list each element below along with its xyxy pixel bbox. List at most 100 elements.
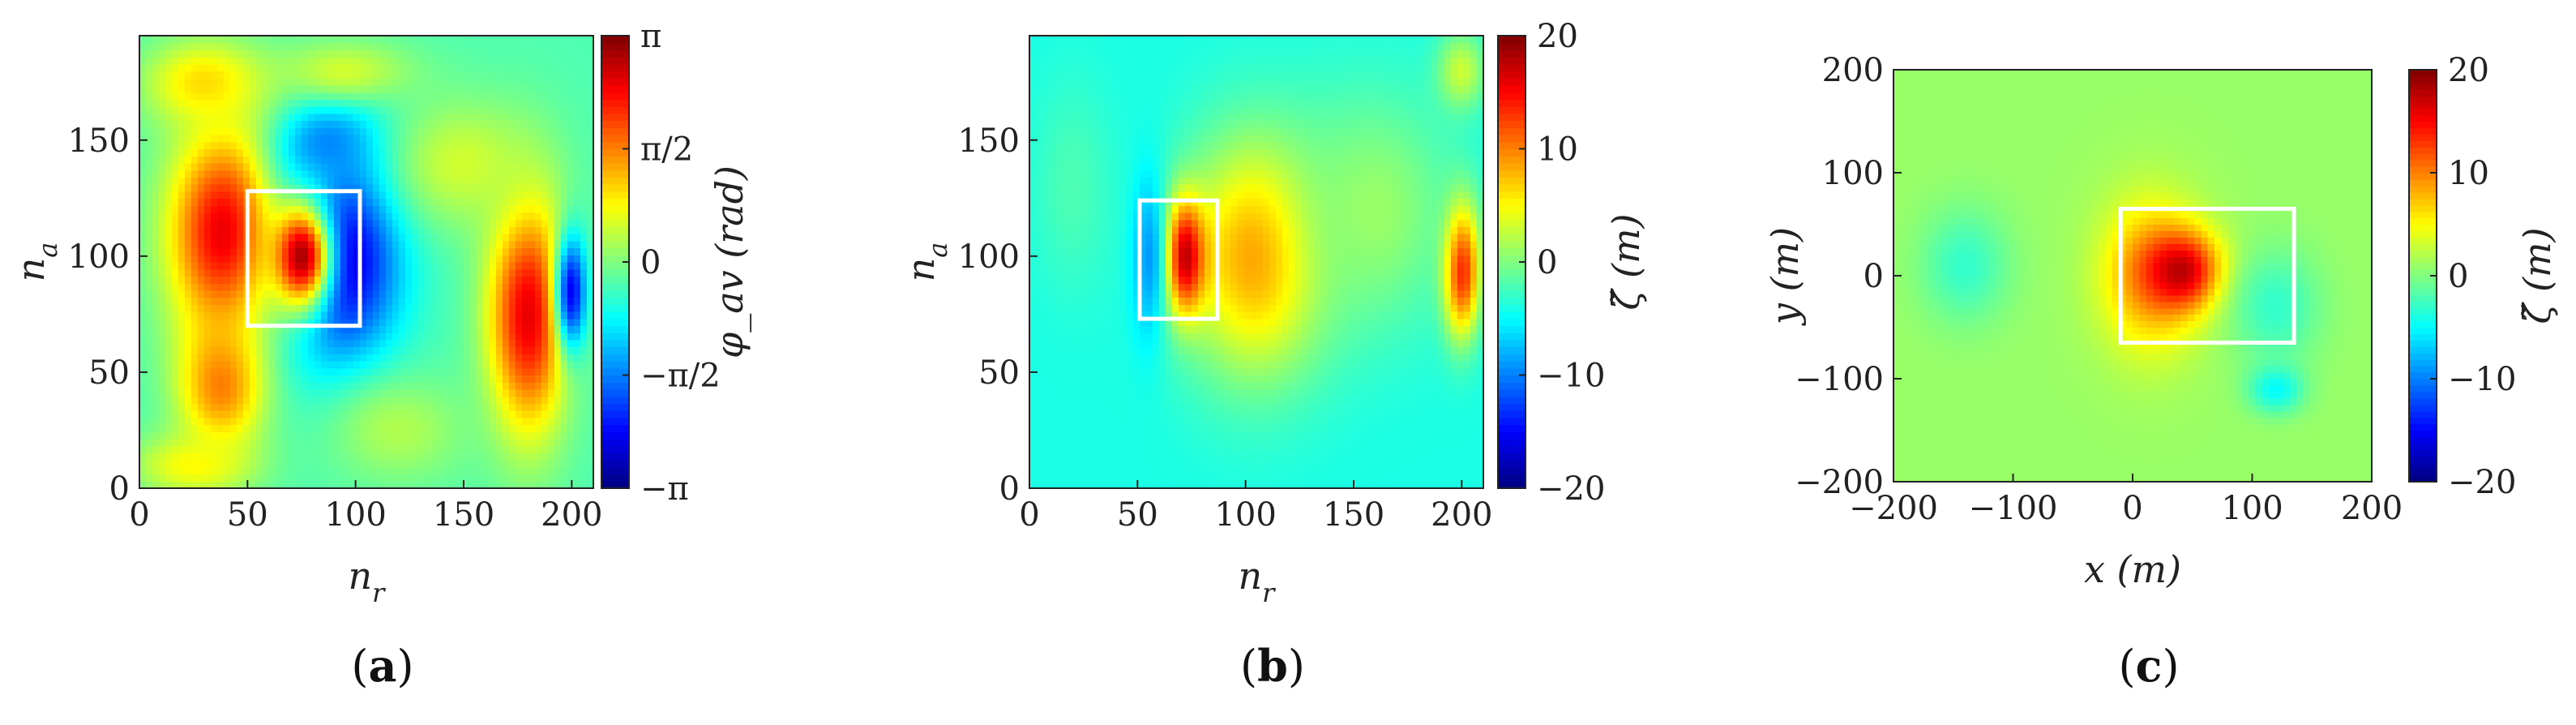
heatmap-cell	[340, 354, 348, 362]
heatmap-cell	[477, 169, 484, 178]
heatmap-cell	[237, 375, 244, 383]
heatmap-cell	[211, 141, 218, 150]
heatmap-cell	[587, 466, 594, 475]
heatmap-cell	[178, 156, 186, 164]
heatmap-cell	[139, 219, 147, 228]
heatmap-cell	[191, 49, 199, 58]
heatmap-cell	[198, 205, 205, 213]
heatmap-cell	[347, 283, 354, 291]
heatmap-cell	[438, 375, 445, 383]
heatmap-cell	[198, 156, 205, 164]
heatmap-cell	[321, 361, 328, 369]
heatmap-cell	[431, 318, 439, 327]
heatmap-cell	[554, 191, 562, 199]
heatmap-cell	[528, 318, 536, 327]
heatmap-cell	[451, 191, 458, 199]
heatmap-cell	[522, 156, 529, 164]
heatmap-cell	[431, 382, 439, 390]
heatmap-cell	[295, 36, 302, 44]
heatmap-cell	[282, 219, 289, 228]
heatmap-cell	[574, 268, 581, 277]
heatmap-cell	[418, 205, 426, 213]
heatmap-cell	[360, 262, 367, 270]
heatmap-cell	[580, 135, 588, 143]
heatmap-cell	[554, 460, 562, 468]
heatmap-cell	[554, 262, 562, 270]
heatmap-cell	[1062, 403, 1069, 411]
heatmap-cell	[516, 36, 523, 44]
heatmap-cell	[198, 63, 205, 72]
heatmap-cell	[204, 354, 212, 362]
heatmap-cell	[548, 268, 555, 277]
heatmap-cell	[522, 36, 529, 44]
colorbar-segment	[601, 375, 629, 383]
heatmap-cell	[230, 247, 237, 255]
heatmap-cell	[431, 268, 439, 277]
heatmap-cell	[496, 318, 503, 327]
heatmap-cell	[211, 36, 218, 44]
heatmap-cell	[146, 417, 153, 426]
heatmap-cell	[1036, 247, 1043, 255]
heatmap-cell	[308, 169, 315, 178]
heatmap-cell	[327, 276, 335, 284]
heatmap-cell	[295, 141, 302, 150]
heatmap-cell	[438, 78, 445, 86]
heatmap-cell	[165, 148, 173, 157]
heatmap-cell	[1049, 431, 1056, 440]
heatmap-cell	[276, 453, 283, 461]
heatmap-cell	[353, 403, 361, 411]
heatmap-cell	[237, 417, 244, 426]
heatmap-cell	[418, 453, 426, 461]
heatmap-cell	[204, 417, 212, 426]
heatmap-cell	[1036, 36, 1043, 44]
heatmap-cell	[561, 438, 568, 447]
heatmap-cell	[490, 127, 497, 135]
heatmap-cell	[139, 191, 147, 199]
heatmap-cell	[152, 198, 160, 206]
heatmap-cell	[302, 156, 309, 164]
heatmap-cell	[269, 481, 276, 489]
heatmap-cell	[1055, 85, 1063, 93]
heatmap-cell	[522, 63, 529, 72]
heatmap-cell	[418, 438, 426, 447]
heatmap-cell	[574, 63, 581, 72]
heatmap-cell	[340, 375, 348, 383]
heatmap-cell	[360, 290, 367, 298]
heatmap-cell	[464, 169, 471, 178]
heatmap-cell	[282, 453, 289, 461]
heatmap-cell	[470, 445, 477, 454]
heatmap-cell	[315, 177, 322, 185]
heatmap-cell	[360, 339, 367, 348]
heatmap-cell	[295, 49, 302, 58]
heatmap-cell	[561, 57, 568, 65]
heatmap-cell	[263, 141, 270, 150]
heatmap-cell	[289, 120, 296, 128]
heatmap-cell	[250, 283, 257, 291]
heatmap-cell	[269, 438, 276, 447]
heatmap-cell	[198, 367, 205, 376]
heatmap-cell	[516, 162, 523, 171]
heatmap-cell	[282, 431, 289, 440]
heatmap-cell	[289, 332, 296, 341]
heatmap-cell	[224, 297, 231, 305]
heatmap-cell	[302, 92, 309, 101]
heatmap-cell	[418, 148, 426, 157]
heatmap-cell	[496, 255, 503, 263]
heatmap-cell	[503, 148, 510, 157]
heatmap-cell	[340, 445, 348, 454]
heatmap-cell	[366, 318, 374, 327]
heatmap-cell	[496, 332, 503, 341]
heatmap-cell	[535, 346, 542, 354]
heatmap-cell	[1029, 156, 1037, 164]
heatmap-cell	[1055, 63, 1063, 72]
heatmap-cell	[1029, 240, 1037, 249]
heatmap-cell	[198, 255, 205, 263]
heatmap-cell	[1062, 162, 1069, 171]
heatmap-cell	[230, 460, 237, 468]
heatmap-cell	[263, 36, 270, 44]
heatmap-cell	[217, 42, 225, 51]
heatmap-cell	[146, 396, 153, 404]
heatmap-cell	[211, 318, 218, 327]
heatmap-cell	[1055, 99, 1063, 107]
heatmap-cell	[139, 120, 147, 128]
